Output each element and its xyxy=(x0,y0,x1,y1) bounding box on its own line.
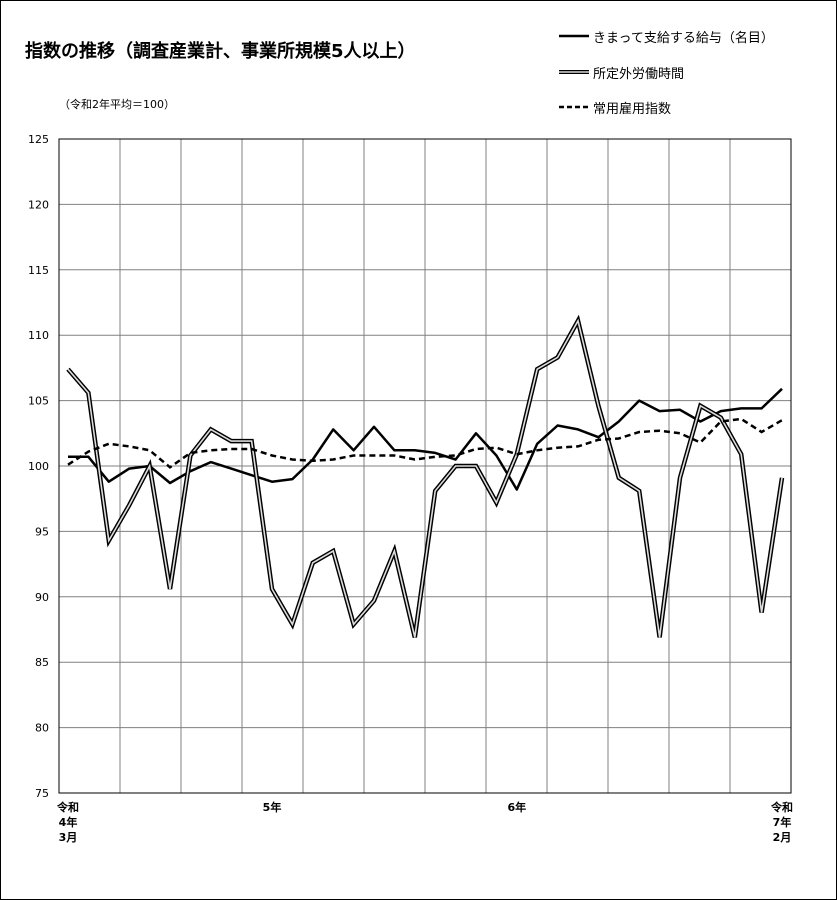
y-tick-label: 80 xyxy=(35,722,49,735)
x-tick-label: 4年 xyxy=(59,815,78,829)
x-tick-label: 3月 xyxy=(59,831,78,844)
legend-line-double xyxy=(559,70,589,74)
y-tick-label: 115 xyxy=(28,264,49,277)
y-tick-label: 110 xyxy=(28,329,49,342)
y-tick-label: 125 xyxy=(28,133,49,146)
y-tick-label: 105 xyxy=(28,395,49,408)
legend-line-solid xyxy=(559,34,589,38)
legend-line-dashed xyxy=(559,105,589,109)
y-tick-label: 120 xyxy=(28,198,49,211)
legend-label-employment: 常用雇用指数 xyxy=(593,102,672,117)
x-tick-label: 7年 xyxy=(773,815,792,829)
series-line-overtime-inner xyxy=(67,318,783,638)
y-tick-label: 75 xyxy=(35,787,49,800)
y-tick-label: 100 xyxy=(28,460,49,473)
x-tick-label: 令和 xyxy=(770,800,793,814)
y-tick-label: 90 xyxy=(35,591,49,604)
series-line-employment xyxy=(67,417,783,469)
y-tick-label: 85 xyxy=(35,656,49,669)
y-tick-label: 95 xyxy=(35,525,49,538)
x-tick-label: 2月 xyxy=(773,831,792,844)
chart-title: 指数の推移（調査産業計、事業所規模5人以上） xyxy=(25,41,416,62)
legend-label-overtime: 所定外労働時間 xyxy=(593,67,685,82)
x-tick-label: 5年 xyxy=(263,800,282,814)
x-tick-label: 6年 xyxy=(507,800,526,814)
plot-border xyxy=(58,138,792,794)
legend-label-wage: きまって支給する給与（名目） xyxy=(593,31,774,46)
x-tick-label: 令和 xyxy=(56,800,79,814)
chart-note: （令和2年平均＝100） xyxy=(59,98,175,111)
